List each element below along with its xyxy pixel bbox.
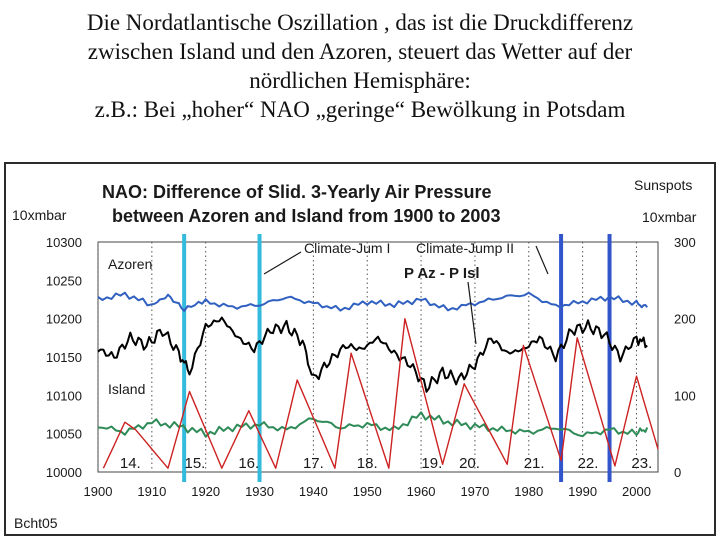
chart-title-line1: NAO: Difference of Slid. 3-Yearly Air Pr… bbox=[102, 182, 491, 202]
y-left-tick-10300: 10300 bbox=[46, 235, 82, 250]
climate-jump-markers bbox=[182, 234, 612, 482]
caption-line: z.B.: Bei „hoher“ NAO „geringe“ Bewölkun… bbox=[94, 97, 626, 122]
cycle-label-16: 16. bbox=[238, 455, 259, 472]
cycle-label-14: 14. bbox=[120, 455, 141, 472]
plot-area bbox=[97, 241, 659, 473]
y-right-tick-0: 0 bbox=[674, 465, 681, 480]
x-tick-1960: 1960 bbox=[407, 484, 436, 499]
caption-text: Die Nordatlantische Oszillation , das is… bbox=[0, 8, 720, 124]
x-tick-1910: 1910 bbox=[137, 484, 166, 499]
x-tick-1930: 1930 bbox=[245, 484, 274, 499]
difference-pointer bbox=[467, 281, 477, 345]
cycle-label-15: 15. bbox=[184, 455, 205, 472]
x-tick-1970: 1970 bbox=[460, 484, 489, 499]
x-tick-1980: 1980 bbox=[514, 484, 543, 499]
cycle-label-20: 20. bbox=[459, 455, 480, 472]
x-axis-ticks: 1900 1910 1920 1930 1940 1950 1960 1970 1980 1990… bbox=[84, 484, 651, 499]
x-tick-1940: 1940 bbox=[299, 484, 328, 499]
cycle-label-21: 21. bbox=[524, 455, 545, 472]
climate-jump-1-label: Climate-Jum I bbox=[304, 240, 390, 256]
series-sunspots bbox=[102, 317, 659, 469]
series-island bbox=[97, 411, 649, 438]
right-axis-sunspots-label: Sunspots bbox=[634, 177, 692, 193]
x-tick-1990: 1990 bbox=[568, 484, 597, 499]
y-left-tick-10100: 10100 bbox=[46, 388, 82, 403]
chart-title-line2: between Azoren and Island from 1900 to 2… bbox=[112, 206, 500, 226]
left-axis-ticks: 10000 10050 10100 10150 10200 10250 10300 bbox=[46, 235, 82, 480]
right-axis-ticks: 0 100 200 300 bbox=[674, 235, 696, 480]
x-tick-1950: 1950 bbox=[353, 484, 382, 499]
cycle-label-18: 18. bbox=[357, 455, 378, 472]
cycle-label-22: 22. bbox=[578, 455, 599, 472]
cycle-label-23: 23. bbox=[631, 455, 652, 472]
series-p-az-p-isl bbox=[97, 316, 648, 393]
y-left-tick-10150: 10150 bbox=[46, 350, 82, 365]
y-right-tick-200: 200 bbox=[674, 312, 696, 327]
caption-line: zwischen Island und den Azoren, steuert … bbox=[87, 39, 633, 64]
y-right-tick-300: 300 bbox=[674, 235, 696, 250]
climate-jump-2-label: Climate-Jump II bbox=[416, 240, 514, 256]
x-tick-2000: 2000 bbox=[622, 484, 651, 499]
difference-label: P Az - P Isl bbox=[404, 265, 480, 282]
author-footer: Bcht05 bbox=[14, 515, 58, 531]
series-azoren bbox=[97, 291, 648, 312]
cycle-label-19: 19. bbox=[421, 455, 442, 472]
y-left-tick-10050: 10050 bbox=[46, 427, 82, 442]
x-tick-1920: 1920 bbox=[191, 484, 220, 499]
island-label: Island bbox=[108, 381, 145, 397]
climate-jump-1-pointer bbox=[263, 251, 302, 275]
caption-line: Die Nordatlantische Oszillation , das is… bbox=[86, 10, 634, 35]
left-axis-unit-label: 10xmbar bbox=[12, 207, 67, 223]
cycle-label-17: 17. bbox=[303, 455, 324, 472]
chart-frame: NAO: Difference of Slid. 3-Yearly Air Pr… bbox=[4, 162, 716, 536]
data-series bbox=[97, 291, 659, 469]
y-left-tick-10000: 10000 bbox=[46, 465, 82, 480]
nao-chart: NAO: Difference of Slid. 3-Yearly Air Pr… bbox=[12, 177, 697, 531]
climate-jump-2-pointer bbox=[535, 245, 549, 275]
y-left-tick-10200: 10200 bbox=[46, 312, 82, 327]
y-right-tick-100: 100 bbox=[674, 388, 696, 403]
y-left-tick-10250: 10250 bbox=[46, 273, 82, 288]
sunspot-cycle-labels: 14. 15. 16. 17. 18. 19. 20. 21. 22. 23. bbox=[120, 455, 652, 472]
right-axis-unit-label: 10xmbar bbox=[642, 209, 697, 225]
caption-line: nördlichen Hemisphäre: bbox=[249, 68, 471, 93]
x-tick-1900: 1900 bbox=[84, 484, 113, 499]
azoren-label: Azoren bbox=[108, 256, 152, 272]
